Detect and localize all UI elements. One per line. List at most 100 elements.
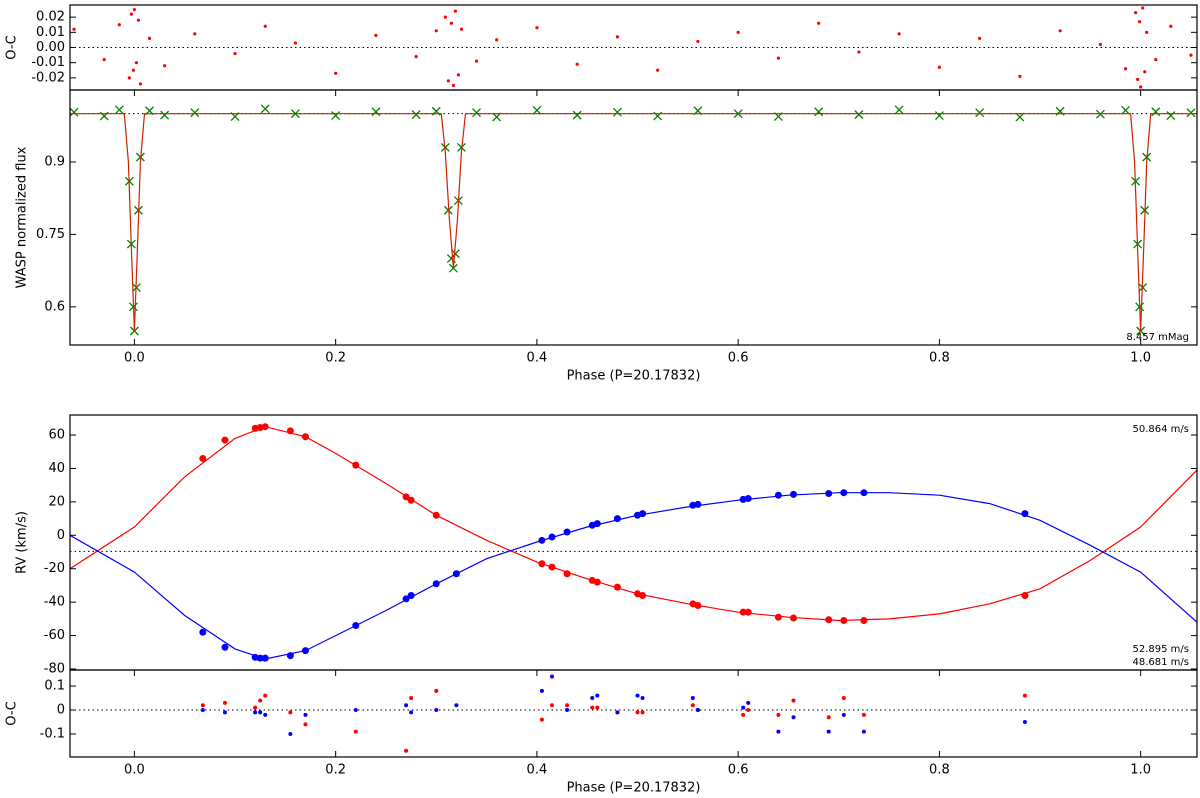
y-tick-label: -0.01	[31, 55, 65, 70]
data-point	[789, 490, 797, 498]
data-point	[736, 30, 740, 34]
y-axis-label: O-C	[5, 701, 20, 725]
data-point	[434, 708, 439, 713]
data-point	[1134, 10, 1138, 15]
data-point	[1141, 6, 1145, 10]
x-tick-label: 0.4	[527, 351, 548, 366]
x-marker	[934, 111, 944, 121]
data-point	[696, 39, 700, 44]
data-point	[1123, 67, 1128, 71]
x-marker	[114, 105, 124, 115]
data-point	[1022, 693, 1027, 698]
data-point	[776, 56, 781, 60]
data-point	[746, 708, 751, 713]
data-point	[451, 83, 455, 88]
x-marker	[854, 110, 864, 120]
data-point	[538, 536, 546, 544]
data-point	[443, 15, 447, 19]
data-point	[861, 729, 866, 734]
x-tick-label: 0.8	[929, 763, 950, 778]
data-point	[978, 36, 982, 40]
data-point	[776, 712, 781, 717]
data-point	[741, 712, 746, 717]
y-tick-label: 0.75	[36, 227, 65, 242]
x-marker	[975, 108, 985, 118]
data-point	[407, 496, 415, 504]
data-point	[452, 570, 460, 578]
data-point	[446, 79, 450, 83]
data-point	[293, 41, 297, 45]
data-point	[640, 710, 645, 715]
data-point	[263, 712, 268, 717]
data-point	[233, 51, 237, 56]
x-marker	[612, 107, 622, 117]
data-point	[861, 712, 866, 717]
data-point	[615, 35, 620, 39]
data-point	[1189, 53, 1193, 57]
data-point	[590, 705, 595, 710]
x-axis-label: Phase (P=20.17832)	[567, 781, 701, 796]
model-line	[70, 426, 1197, 622]
data-point	[147, 36, 152, 40]
data-point	[789, 614, 797, 622]
data-point	[825, 616, 833, 624]
data-point	[132, 7, 136, 12]
data-point	[261, 423, 269, 431]
y-tick-label: 0.01	[36, 25, 65, 40]
data-point	[1143, 70, 1147, 74]
data-point	[746, 700, 751, 705]
data-point	[615, 710, 620, 715]
data-point	[456, 73, 461, 77]
y-tick-label: 60	[48, 428, 65, 443]
x-tick-label: 0.8	[929, 351, 950, 366]
data-point	[200, 703, 205, 708]
y-tick-label: 20	[48, 494, 65, 509]
data-point	[453, 9, 457, 13]
data-point	[352, 461, 360, 469]
data-point	[303, 712, 308, 717]
data-point	[434, 29, 438, 33]
data-point	[129, 12, 133, 16]
axes-frame	[69, 89, 1198, 346]
plot-area	[70, 104, 1197, 336]
x-tick-label: 0.2	[325, 763, 346, 778]
data-point	[595, 693, 600, 698]
data-point	[127, 76, 131, 80]
data-point	[222, 710, 227, 715]
data-point	[199, 628, 207, 636]
x-tick-label: 1.0	[1130, 763, 1151, 778]
data-point	[303, 722, 308, 727]
data-point	[404, 748, 409, 753]
data-point	[286, 427, 294, 435]
y-tick-label: -0.1	[40, 726, 65, 741]
data-point	[414, 55, 418, 59]
data-point	[825, 490, 833, 498]
data-point	[575, 62, 579, 66]
data-point	[593, 520, 601, 528]
data-point	[288, 731, 293, 736]
x-marker	[190, 108, 200, 118]
data-point	[694, 500, 702, 508]
y-tick-label: 0.9	[44, 154, 65, 169]
data-point	[138, 82, 143, 86]
data-point	[791, 698, 796, 703]
data-point	[353, 729, 358, 734]
data-point	[1018, 74, 1022, 78]
data-point	[404, 703, 409, 708]
data-point	[593, 578, 601, 586]
data-point	[817, 21, 821, 25]
data-point	[791, 715, 796, 720]
data-point	[639, 510, 647, 518]
data-point	[1138, 20, 1142, 24]
x-marker	[472, 108, 481, 118]
data-point	[72, 27, 76, 31]
data-point	[826, 715, 831, 720]
data-point	[200, 708, 205, 713]
data-point	[432, 580, 440, 588]
data-point	[565, 703, 570, 708]
data-point	[136, 18, 141, 22]
data-point	[301, 647, 309, 655]
data-point	[222, 700, 227, 705]
data-point	[263, 693, 268, 698]
data-point	[565, 708, 570, 713]
